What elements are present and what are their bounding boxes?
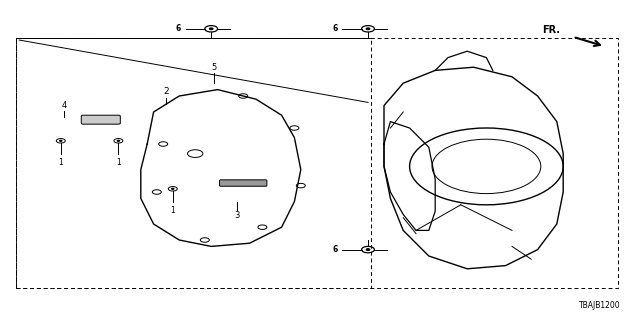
FancyBboxPatch shape [81,115,120,124]
Text: 1: 1 [170,206,175,215]
Circle shape [60,140,62,141]
Text: 6: 6 [332,24,337,33]
Text: 6: 6 [332,245,337,254]
Circle shape [117,140,120,141]
Bar [16,38,371,288]
FancyBboxPatch shape [220,180,267,186]
Circle shape [172,188,174,189]
Circle shape [209,28,213,30]
Text: TBAJB1200: TBAJB1200 [579,301,621,310]
Text: 1: 1 [58,158,63,167]
Text: 5: 5 [212,63,217,72]
Bar [16,38,618,288]
Text: 2: 2 [164,87,169,96]
Text: 3: 3 [234,211,239,220]
Text: 4: 4 [61,101,67,110]
Circle shape [366,28,370,30]
Circle shape [366,249,370,251]
Text: FR.: FR. [542,25,560,36]
Text: 1: 1 [116,158,121,167]
Text: 6: 6 [175,24,180,33]
